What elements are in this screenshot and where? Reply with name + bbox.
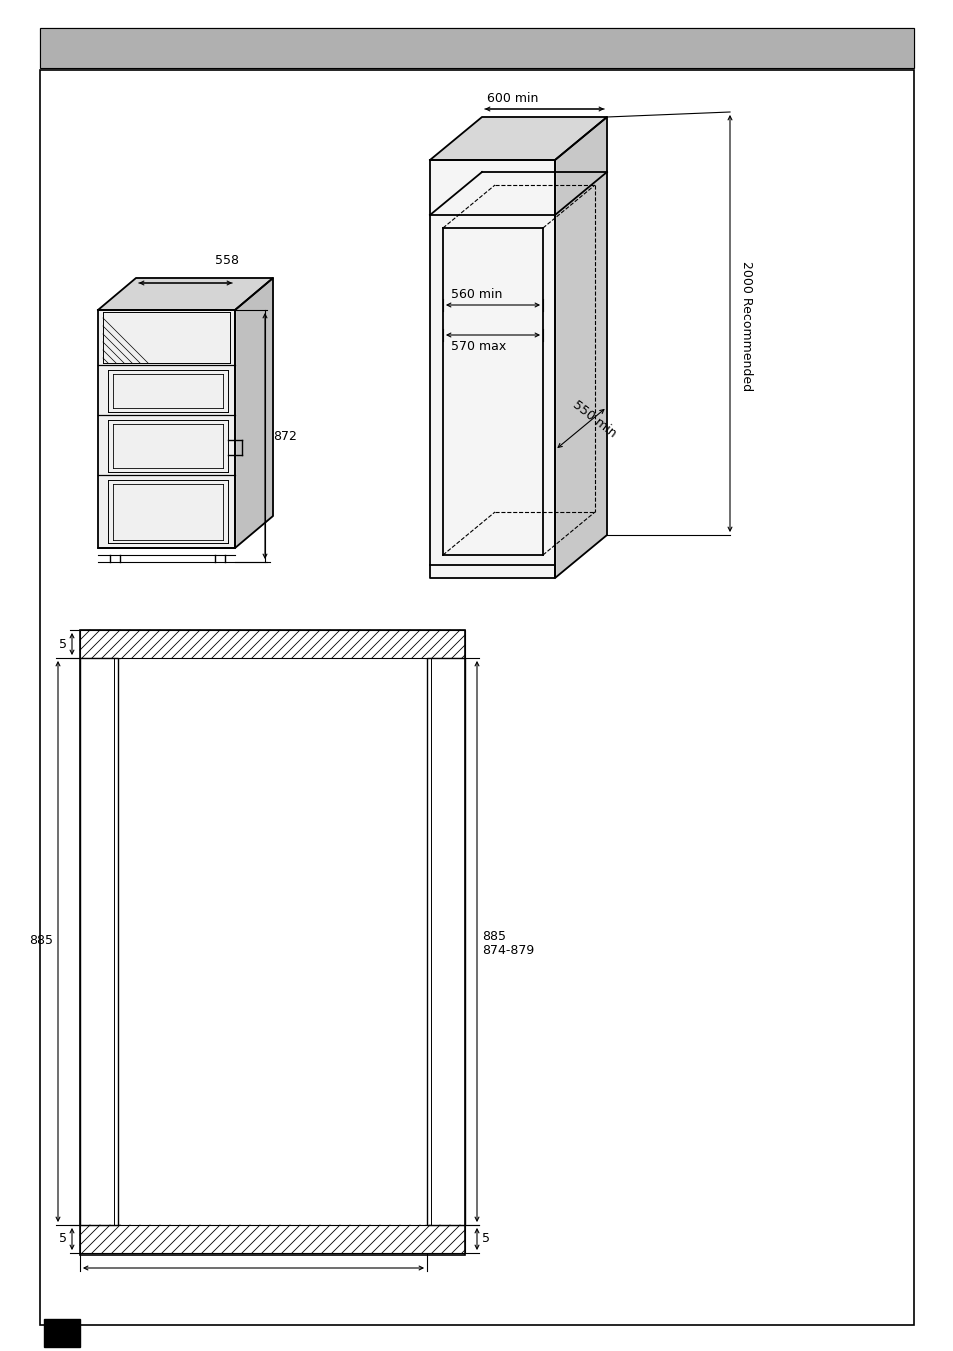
Polygon shape xyxy=(234,278,273,549)
Bar xyxy=(427,658,464,1225)
Bar xyxy=(44,1319,80,1347)
Polygon shape xyxy=(430,159,555,578)
Text: 885: 885 xyxy=(481,929,505,943)
Polygon shape xyxy=(98,309,234,549)
Polygon shape xyxy=(98,278,273,309)
Bar xyxy=(80,1225,464,1252)
Text: 874-879: 874-879 xyxy=(481,944,534,958)
Bar xyxy=(80,658,118,1225)
Text: 560 min: 560 min xyxy=(451,288,502,301)
Text: 558: 558 xyxy=(214,254,239,266)
Bar xyxy=(40,28,913,68)
Text: 600 min: 600 min xyxy=(486,92,537,105)
Text: 2000 Recommended: 2000 Recommended xyxy=(740,261,752,390)
Bar xyxy=(80,630,464,658)
Text: 872: 872 xyxy=(273,430,296,443)
Polygon shape xyxy=(430,118,606,159)
Text: 885: 885 xyxy=(29,935,53,947)
Text: 5: 5 xyxy=(481,1232,490,1246)
Bar xyxy=(80,630,464,1255)
Bar xyxy=(40,28,913,68)
Text: 5: 5 xyxy=(59,1232,67,1246)
Text: 550 min: 550 min xyxy=(569,399,618,440)
Text: 5: 5 xyxy=(59,638,67,650)
Polygon shape xyxy=(555,118,606,578)
Text: 570 max: 570 max xyxy=(451,340,506,353)
